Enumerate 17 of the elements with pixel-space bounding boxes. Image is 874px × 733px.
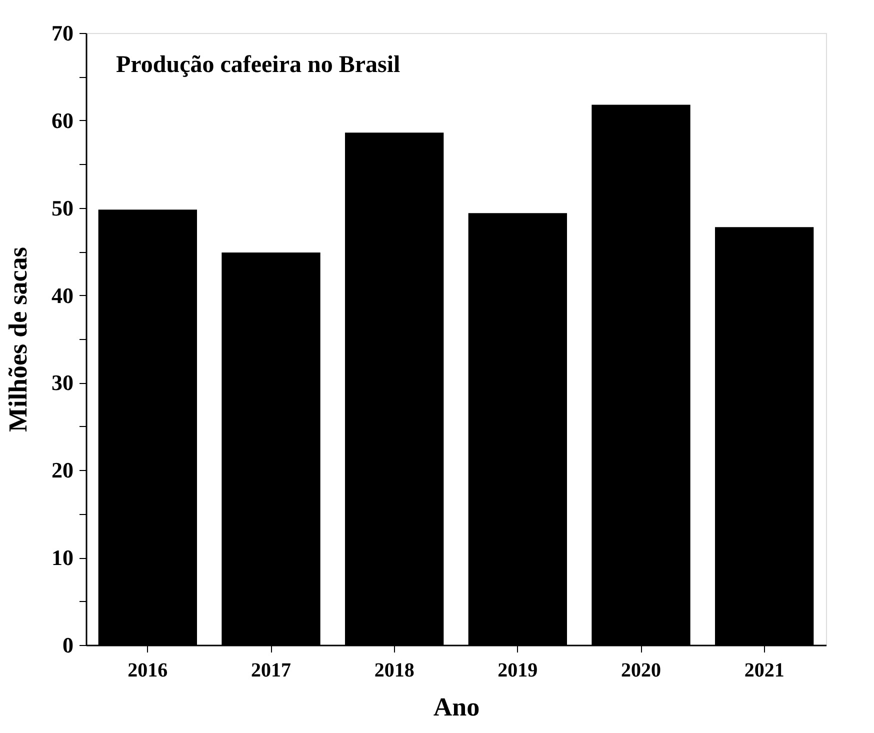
- x-tick-label: 2019: [498, 660, 538, 682]
- text: Produção cafeeira no Brasil: [116, 52, 401, 78]
- y-tick-label: 60: [52, 108, 74, 133]
- y-axis-title: Milhões de sacas: [4, 247, 32, 432]
- y-tick-label: 10: [52, 545, 74, 570]
- y-tick-label: 20: [52, 458, 74, 483]
- y-tick-label: 40: [52, 282, 74, 308]
- x-tick-label: 2017: [251, 660, 291, 682]
- x-tick-label: 2020: [621, 660, 661, 682]
- x-tick-label: 2016: [128, 660, 168, 682]
- x-tick-label: 2018: [374, 660, 414, 682]
- x-axis-title: Ano: [433, 692, 480, 722]
- y-tick-label: 70: [52, 20, 74, 46]
- y-tick-label: 0: [62, 632, 74, 658]
- y-tick-label: 50: [52, 195, 74, 220]
- x-tick-label: 2021: [744, 660, 784, 682]
- y-tick-label: 30: [52, 370, 74, 396]
